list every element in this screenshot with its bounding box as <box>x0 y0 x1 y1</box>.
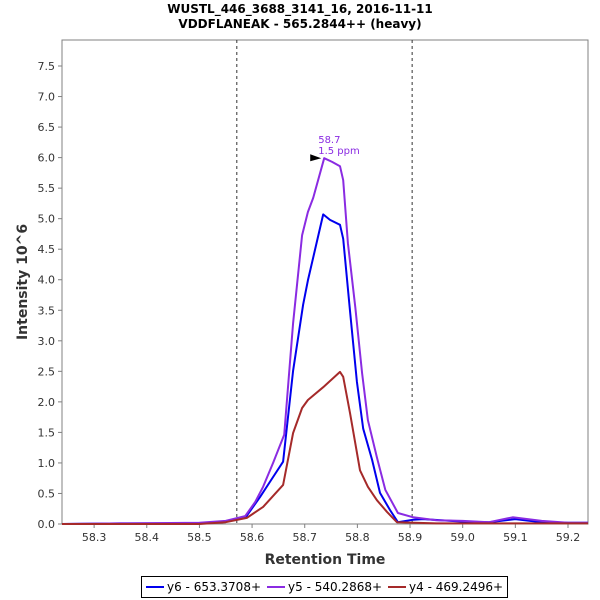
legend-item-y5: y5 - 540.2868+ <box>267 580 382 594</box>
x-tick-label: 58.3 <box>82 531 107 544</box>
legend-swatch <box>388 586 407 588</box>
y-tick-label: 7.0 <box>38 91 56 104</box>
y-tick-label: 1.0 <box>38 457 56 470</box>
peak-rt-label: 58.7 <box>318 135 340 146</box>
chart-subtitle: VDDFLANEAK - 565.2844++ (heavy) <box>178 17 421 31</box>
x-axis-label: Retention Time <box>265 552 386 568</box>
peak-marker-arrow-icon <box>310 154 322 162</box>
peak-ppm-label: 1.5 ppm <box>318 146 360 157</box>
x-tick-label: 59.2 <box>556 531 581 544</box>
x-tick-label: 59.1 <box>503 531 528 544</box>
legend-item-y4: y4 - 469.2496+ <box>388 580 503 594</box>
y-tick-label: 6.0 <box>38 152 56 165</box>
x-tick-label: 59.0 <box>450 531 475 544</box>
legend-label: y6 - 653.3708+ <box>167 580 262 594</box>
y-tick-label: 4.5 <box>38 243 56 256</box>
y-tick-label: 7.5 <box>38 60 56 73</box>
x-tick-label: 58.4 <box>135 531 160 544</box>
y-tick-label: 2.0 <box>38 396 56 409</box>
y-tick-label: 6.5 <box>38 121 56 134</box>
y-tick-label: 0.5 <box>38 487 56 500</box>
x-tick-label: 58.7 <box>292 531 317 544</box>
x-tick-label: 58.6 <box>240 531 265 544</box>
legend-item-y6: y6 - 653.3708+ <box>146 580 261 594</box>
y-axis-label: Intensity 10^6 <box>15 224 31 340</box>
legend-label: y5 - 540.2868+ <box>288 580 383 594</box>
chart-title: WUSTL_446_3688_3141_16, 2016-11-11 <box>167 2 433 17</box>
legend: y6 - 653.3708+ y5 - 540.2868+ y4 - 469.2… <box>141 576 509 598</box>
y-tick-label: 2.5 <box>38 365 56 378</box>
x-tick-label: 58.5 <box>187 531 212 544</box>
series-line-y4 <box>62 370 588 525</box>
x-tick-label: 58.8 <box>345 531 370 544</box>
y-tick-label: 4.0 <box>38 274 56 287</box>
plot-area <box>61 39 589 525</box>
y-tick-label: 1.5 <box>38 426 56 439</box>
y-tick-label: 3.5 <box>38 304 56 317</box>
y-tick-label: 5.0 <box>38 213 56 226</box>
legend-label: y4 - 469.2496+ <box>409 580 504 594</box>
legend-swatch <box>267 586 286 588</box>
x-tick-label: 58.9 <box>398 531 423 544</box>
y-tick-label: 5.5 <box>38 182 56 195</box>
series-line-y5 <box>61 157 588 525</box>
legend-swatch <box>146 586 164 588</box>
y-tick-label: 3.0 <box>38 335 56 348</box>
y-tick-label: 0.0 <box>38 518 56 531</box>
